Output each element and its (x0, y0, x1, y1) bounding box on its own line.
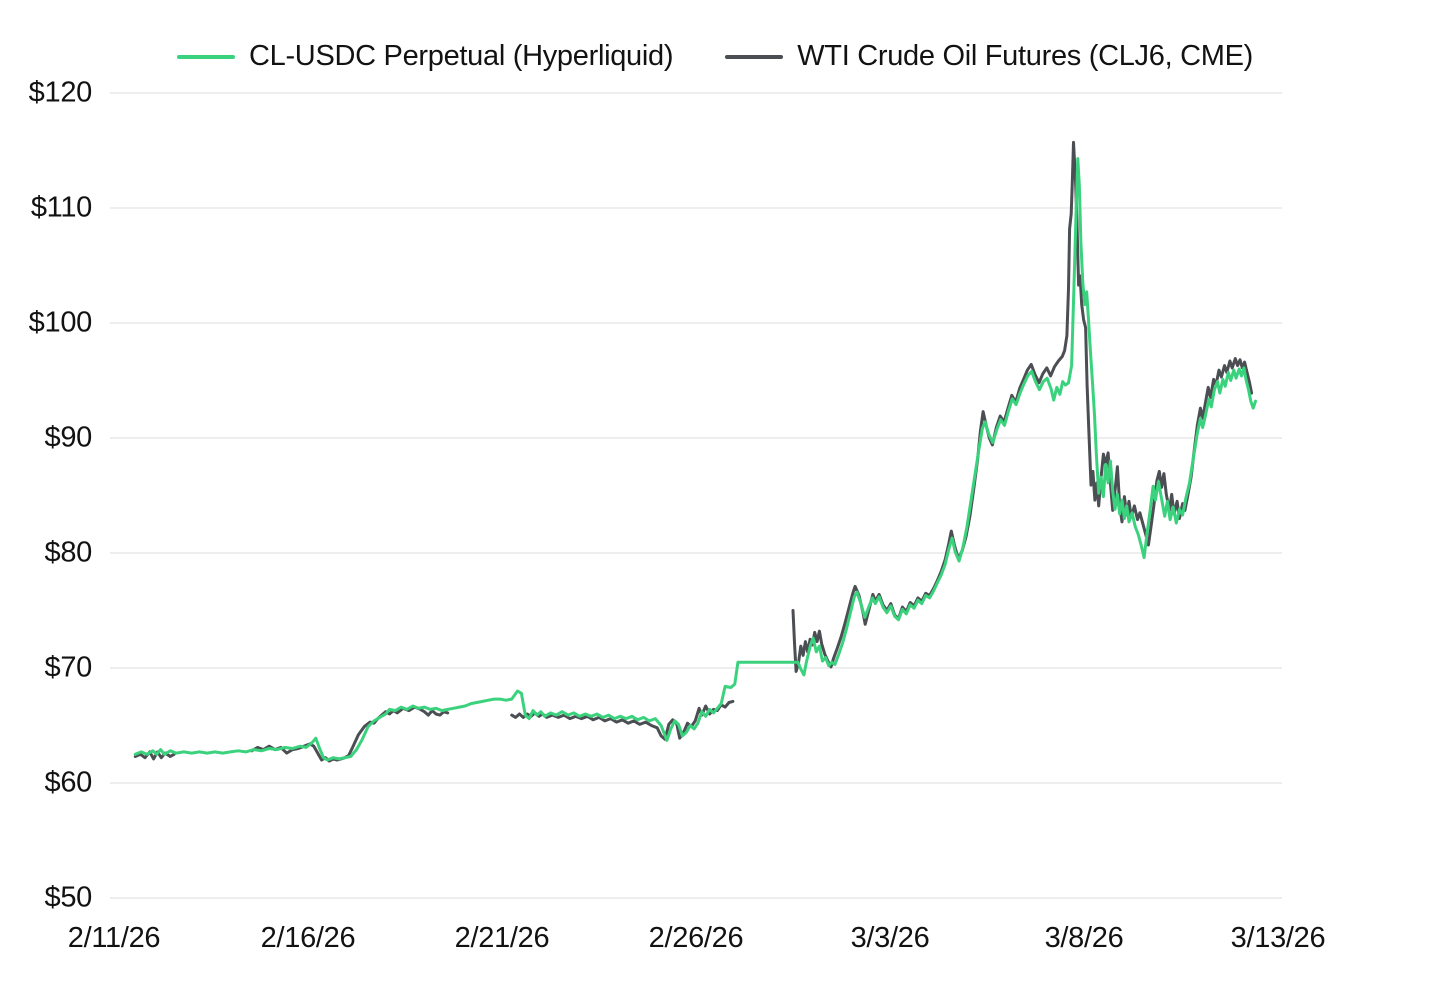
x-tick-label: 2/16/26 (260, 922, 356, 954)
x-tick-label: 3/13/26 (1230, 922, 1326, 954)
x-tick-label: 2/26/26 (648, 922, 744, 954)
series-line (133, 157, 1257, 762)
y-tick-label: $80 (44, 536, 93, 569)
y-tick-label: $120 (28, 76, 93, 109)
y-tick-label: $90 (44, 421, 93, 454)
x-tick-label: 2/11/26 (67, 922, 161, 954)
y-tick-label: $110 (30, 191, 92, 224)
chart-legend: CL-USDC Perpetual (Hyperliquid) WTI Crud… (0, 40, 1430, 73)
green-line-swatch-icon (176, 54, 235, 59)
y-tick-label: $50 (44, 881, 93, 914)
y-tick-label: $100 (28, 306, 93, 339)
x-tick-label: 3/3/26 (850, 922, 930, 954)
x-tick-label: 3/8/26 (1044, 922, 1124, 954)
series-line (133, 750, 176, 761)
series-line (250, 705, 450, 763)
y-tick-label: $60 (44, 766, 93, 799)
legend-label: WTI Crude Oil Futures (CLJ6, CME) (797, 40, 1254, 72)
y-tick-label: $70 (44, 651, 93, 684)
series-line (791, 140, 1254, 673)
legend-item-wti-futures: WTI Crude Oil Futures (CLJ6, CME) (725, 40, 1253, 73)
legend-label: CL-USDC Perpetual (Hyperliquid) (248, 40, 674, 72)
gray-line-swatch-icon (725, 54, 784, 59)
x-tick-label: 2/21/26 (454, 922, 550, 954)
legend-item-cl-usdc-perpetual: CL-USDC Perpetual (Hyperliquid) (176, 40, 674, 73)
